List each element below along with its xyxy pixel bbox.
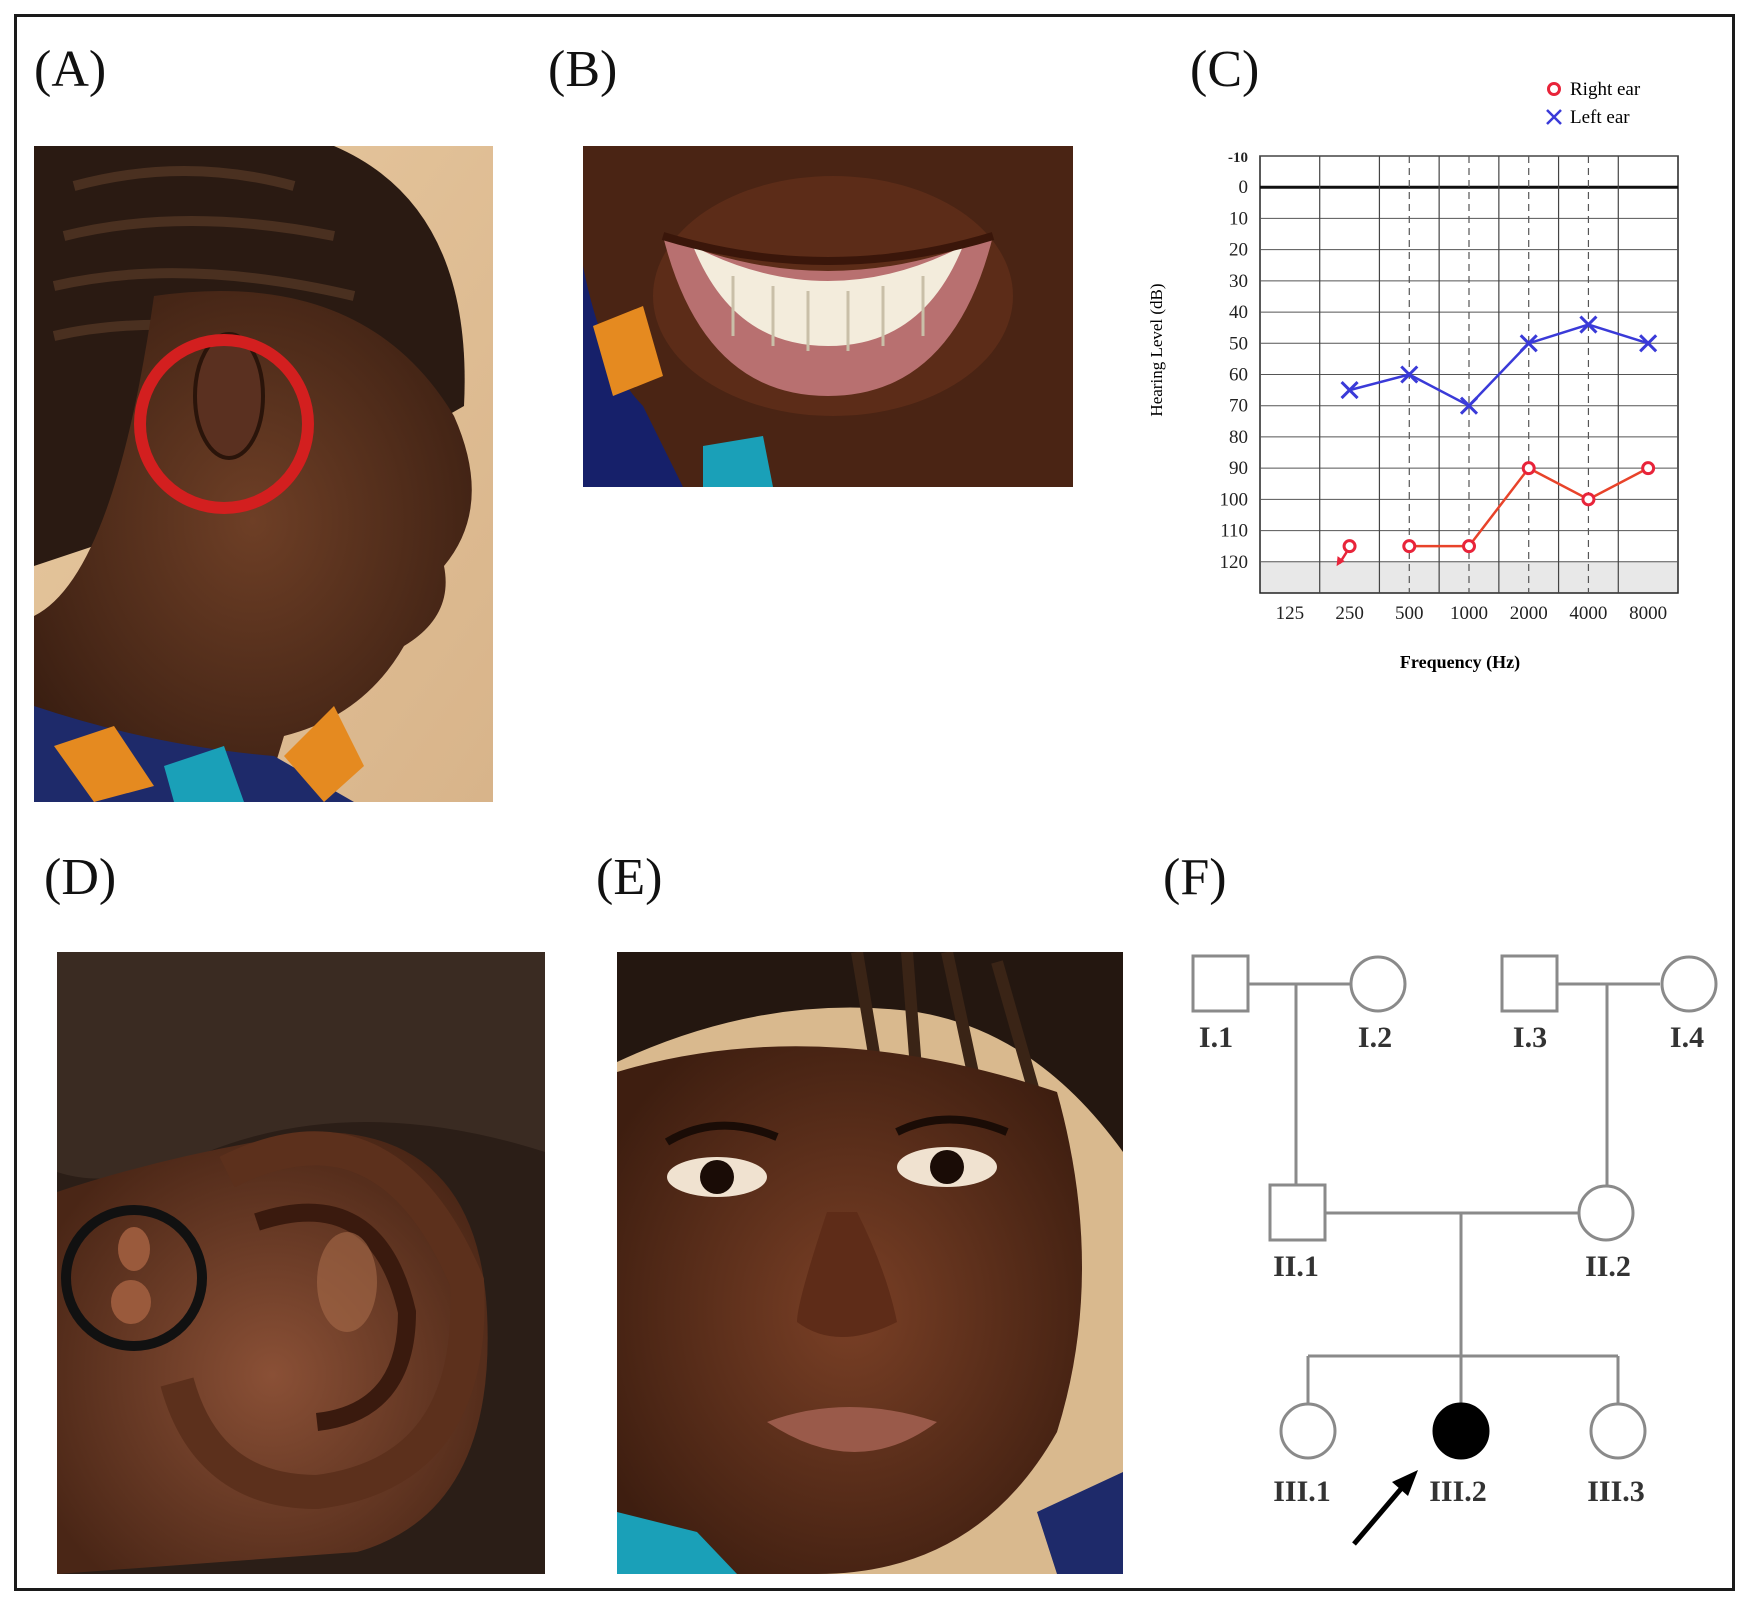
audiogram-chart: -10 0 10 20 30 40 50 60 70 80 90 100 110 120 125 250 50… (1147, 79, 1679, 673)
x-tick-label: 4000 (1569, 603, 1607, 624)
pedigree-lines (1243, 982, 1660, 1404)
pedigree-symbol-i1 (1191, 954, 1250, 1013)
series-line-left-ear (1349, 323, 1649, 408)
audiogram-x-ticks: 125 250 500 1000 2000 4000 8000 (1276, 603, 1668, 624)
pedigree-chart: I.1 I.2 I.3 I.4 II.1 II.2 III.1 III.2 II… (1191, 954, 1718, 1546)
figure-frame (14, 14, 1735, 1591)
data-point-left-ear (1340, 381, 1359, 400)
legend-right-ear-marker (1547, 82, 1561, 96)
y-axis-label: Hearing Level (dB) (1147, 283, 1166, 416)
y-tick-label: 0 (1239, 177, 1249, 198)
data-point-right-ear (1462, 539, 1476, 554)
pedigree-symbol-ii2 (1577, 1184, 1635, 1242)
pedigree-label-i2: I.2 (1358, 1021, 1392, 1054)
legend-left-ear-label: Left ear (1570, 107, 1630, 128)
pedigree-symbol-iii3 (1589, 1402, 1647, 1460)
y-tick-label: 90 (1229, 458, 1248, 479)
x-tick-label: 125 (1276, 603, 1305, 624)
pedigree-symbol-iii2-affected (1432, 1402, 1490, 1460)
panel-label-d: (D) (44, 849, 117, 906)
pedigree-symbol-ii1 (1268, 1183, 1327, 1242)
pedigree-label-i1: I.1 (1199, 1021, 1233, 1054)
y-tick-label: 20 (1229, 240, 1248, 261)
data-point-right-ear (1581, 492, 1596, 507)
y-tick-label: 80 (1229, 427, 1248, 448)
x-tick-label: 1000 (1450, 603, 1488, 624)
y-tick-label: 60 (1229, 365, 1248, 386)
audiogram-grid (1259, 155, 1679, 594)
x-axis-label: Frequency (Hz) (1400, 652, 1520, 673)
face-frontal-photo (617, 952, 1123, 1574)
legend-right-ear-label: Right ear (1570, 79, 1641, 100)
pedigree-label-i3: I.3 (1513, 1021, 1547, 1054)
panel-label-b: (B) (548, 41, 618, 98)
pedigree-symbol-i4 (1660, 955, 1718, 1013)
smile-teeth-photo (583, 146, 1073, 487)
x-tick-label: 2000 (1510, 603, 1548, 624)
pedigree-symbol-i2 (1349, 955, 1407, 1013)
legend-left-ear-marker (1546, 109, 1562, 125)
proband-arrow (1352, 1470, 1418, 1546)
data-point-right-ear (1342, 539, 1357, 554)
highlight-circle-ear (134, 334, 314, 514)
highlight-circle-tag (61, 1205, 207, 1351)
data-point-right-ear (1402, 539, 1417, 554)
y-tick-label: -10 (1228, 150, 1248, 166)
data-point-left-ear (1459, 396, 1479, 415)
x-tick-label: 250 (1335, 603, 1364, 624)
y-tick-label: 70 (1229, 396, 1248, 417)
y-tick-label: 100 (1220, 489, 1249, 510)
pedigree-symbol-iii1 (1279, 1402, 1337, 1460)
pedigree-symbol-i3 (1500, 954, 1559, 1013)
y-tick-label: 10 (1229, 208, 1248, 229)
panel-label-a: (A) (34, 41, 107, 98)
data-point-left-ear (1519, 334, 1538, 353)
audiogram-y-ticks: -10 0 10 20 30 40 50 60 70 80 90 100 110 120 (1220, 150, 1249, 573)
pedigree-label-i4: I.4 (1670, 1021, 1704, 1054)
pedigree-label-ii2: II.2 (1585, 1250, 1631, 1283)
y-tick-label: 120 (1220, 552, 1249, 573)
x-tick-label: 500 (1395, 603, 1424, 624)
y-tick-label: 110 (1220, 521, 1248, 542)
y-tick-label: 40 (1229, 302, 1248, 323)
pedigree-label-ii1: II.1 (1273, 1250, 1319, 1283)
data-point-left-ear (1400, 365, 1419, 384)
panel-label-e: (E) (596, 849, 663, 906)
data-point-left-ear (1639, 334, 1658, 353)
panel-label-c: (C) (1190, 41, 1260, 98)
y-tick-label: 50 (1229, 333, 1248, 354)
data-point-left-ear (1579, 315, 1598, 334)
no-response-arrowhead (1336, 556, 1345, 567)
audiogram-series (1336, 315, 1658, 567)
legend: Right ear Left ear (1546, 79, 1641, 128)
data-point-right-ear (1521, 461, 1536, 476)
pedigree-label-iii3: III.3 (1587, 1475, 1645, 1508)
pedigree-label-iii2: III.2 (1429, 1475, 1487, 1508)
x-tick-label: 8000 (1629, 603, 1667, 624)
y-tick-label: 30 (1229, 271, 1248, 292)
side-profile-photo (34, 146, 493, 802)
pedigree-symbols (1191, 954, 1718, 1460)
data-point-right-ear (1641, 461, 1656, 476)
ear-closeup-photo (57, 952, 545, 1574)
pedigree-label-iii1: III.1 (1273, 1475, 1331, 1508)
panel-label-f: (F) (1163, 849, 1227, 906)
